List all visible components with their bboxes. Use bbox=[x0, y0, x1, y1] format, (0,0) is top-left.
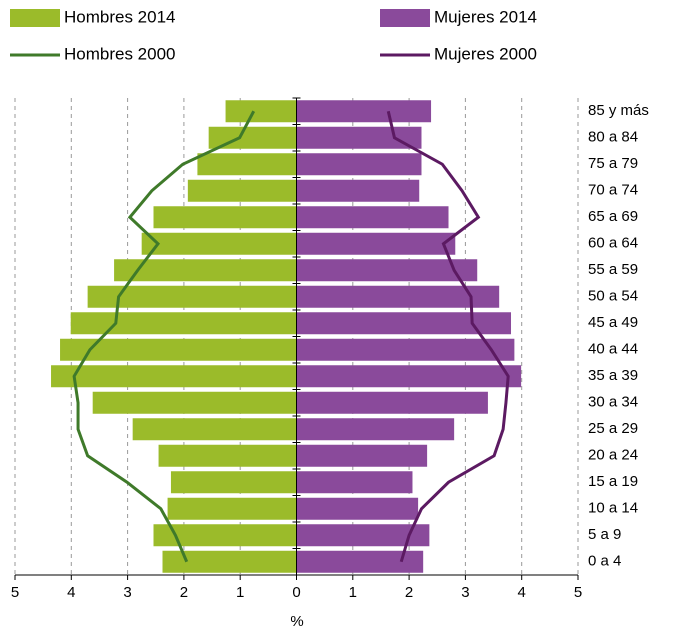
y-tick-label: 65 a 69 bbox=[588, 208, 638, 225]
y-tick-label: 45 a 49 bbox=[588, 314, 638, 331]
y-tick-label: 15 a 19 bbox=[588, 473, 638, 490]
bar bbox=[167, 497, 297, 520]
bar bbox=[51, 365, 297, 388]
bar bbox=[92, 391, 297, 414]
y-tick-label: 85 y más bbox=[588, 102, 649, 119]
bar bbox=[296, 338, 515, 361]
y-tick-label: 5 a 9 bbox=[588, 526, 621, 543]
x-tick-label: 2 bbox=[180, 584, 188, 601]
bar bbox=[296, 312, 512, 335]
bar bbox=[296, 471, 413, 494]
bar bbox=[296, 418, 455, 441]
x-tick-label: 5 bbox=[11, 584, 19, 601]
y-tick-label: 80 a 84 bbox=[588, 129, 638, 146]
x-tick-label: 0 bbox=[292, 584, 300, 601]
x-tick-label: 1 bbox=[236, 584, 244, 601]
bar bbox=[153, 524, 297, 547]
bar bbox=[296, 285, 500, 308]
y-tick-label: 55 a 59 bbox=[588, 261, 638, 278]
bar bbox=[296, 100, 432, 123]
x-tick-label: 3 bbox=[461, 584, 469, 601]
bar bbox=[141, 232, 297, 255]
legend-label: Hombres 2000 bbox=[64, 44, 176, 63]
bar bbox=[87, 285, 297, 308]
bar bbox=[162, 550, 297, 573]
y-tick-label: 10 a 14 bbox=[588, 500, 638, 517]
y-tick-label: 20 a 24 bbox=[588, 447, 638, 464]
x-tick-label: 5 bbox=[574, 584, 582, 601]
legend-label: Mujeres 2000 bbox=[434, 44, 537, 63]
bar bbox=[296, 179, 420, 202]
y-tick-label: 30 a 34 bbox=[588, 394, 638, 411]
x-tick-label: 4 bbox=[67, 584, 75, 601]
legend-label: Mujeres 2014 bbox=[434, 7, 537, 26]
y-tick-label: 0 a 4 bbox=[588, 553, 621, 570]
bar bbox=[296, 391, 488, 414]
bar bbox=[153, 206, 297, 229]
bar bbox=[296, 365, 522, 388]
legend-swatch bbox=[380, 9, 430, 27]
y-tick-label: 35 a 39 bbox=[588, 367, 638, 384]
x-tick-label: 4 bbox=[518, 584, 526, 601]
y-tick-label: 60 a 64 bbox=[588, 235, 638, 252]
x-tick-label: 2 bbox=[405, 584, 413, 601]
y-tick-label: 75 a 79 bbox=[588, 155, 638, 172]
bar bbox=[187, 179, 297, 202]
x-tick-label: 1 bbox=[349, 584, 357, 601]
bar bbox=[296, 259, 478, 282]
line bbox=[72, 110, 256, 563]
bar bbox=[296, 524, 430, 547]
y-tick-label: 70 a 74 bbox=[588, 182, 638, 199]
x-axis-label: % bbox=[290, 613, 303, 630]
bar bbox=[170, 471, 297, 494]
legend-swatch bbox=[10, 9, 60, 27]
bar bbox=[296, 232, 456, 255]
legend-label: Hombres 2014 bbox=[64, 7, 176, 26]
y-tick-label: 40 a 44 bbox=[588, 341, 638, 358]
bar bbox=[296, 206, 449, 229]
y-tick-label: 50 a 54 bbox=[588, 288, 638, 305]
bar bbox=[296, 153, 422, 176]
bar bbox=[296, 126, 422, 149]
bar bbox=[296, 550, 424, 573]
y-tick-label: 25 a 29 bbox=[588, 420, 638, 437]
bar bbox=[225, 100, 297, 123]
bar bbox=[296, 497, 419, 520]
bar bbox=[132, 418, 297, 441]
bar bbox=[60, 338, 297, 361]
x-tick-label: 3 bbox=[123, 584, 131, 601]
bar bbox=[197, 153, 297, 176]
bar bbox=[296, 444, 428, 467]
line bbox=[386, 110, 510, 563]
bar bbox=[70, 312, 297, 335]
bar bbox=[158, 444, 297, 467]
bar bbox=[114, 259, 297, 282]
